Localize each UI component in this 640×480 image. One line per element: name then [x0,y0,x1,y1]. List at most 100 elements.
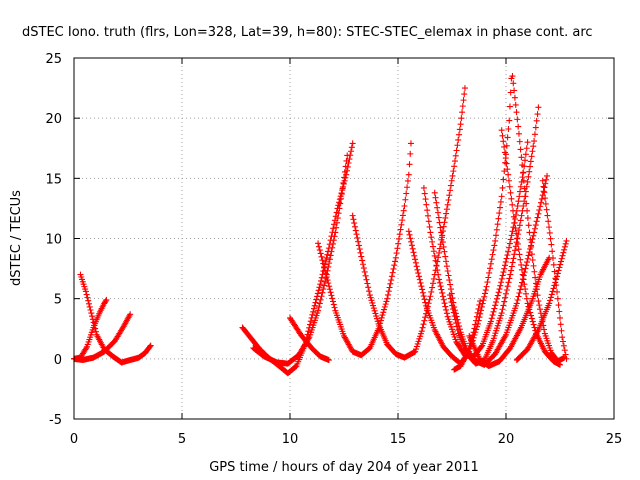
data-point [480,297,487,304]
data-point [450,309,457,316]
data-point [373,313,380,320]
data-point [399,212,406,219]
data-point [453,147,460,154]
data-point [536,207,543,214]
data-point [546,300,553,307]
data-point [388,273,395,280]
data-point [414,340,421,347]
data-point [491,242,498,249]
data-point [486,269,493,276]
data-point [506,240,513,247]
data-point [332,229,339,236]
data-point [515,198,522,205]
data-point [315,307,322,314]
data-point [508,263,515,270]
data-point [86,303,93,310]
y-tick-label: 15 [45,172,62,187]
data-point [439,289,446,296]
data-point [440,223,447,230]
data-point [544,212,551,219]
data-point [415,270,422,277]
data-point [556,264,563,271]
data-point [504,283,511,290]
data-point [505,177,512,184]
data-point [127,311,134,318]
data-point [405,171,412,178]
data-point [533,218,540,225]
data-point [437,283,444,290]
data-point [90,319,97,326]
data-point [525,222,532,229]
data-point [447,182,454,189]
data-point [497,282,504,289]
data-point [529,148,536,155]
data-point [497,198,504,205]
data-point [315,240,322,247]
data-point [350,216,357,223]
data-point [547,235,554,242]
data-point [447,281,454,288]
data-point [485,274,492,281]
data-point [515,293,522,300]
data-point [514,240,521,247]
data-point [363,276,370,283]
data-point [429,280,436,287]
data-point [503,160,510,167]
data-point [498,193,505,200]
data-point [563,237,570,244]
data-point [534,111,541,118]
data-point [443,310,450,317]
tick-labels: 0 5 10 15 20 25 -5 0 5 10 15 20 25 [45,52,622,447]
data-point [390,265,397,272]
data-point [323,274,330,281]
data-point [384,295,391,302]
data-point [505,279,512,286]
data-point [426,296,433,303]
data-point [394,245,401,252]
data-point [84,294,91,301]
data-point [498,275,505,282]
data-point [405,228,412,235]
data-point [356,246,363,253]
data-point [432,194,439,201]
data-point [507,189,514,196]
data-point [555,267,562,274]
data-point [92,325,99,332]
data-point [338,195,345,202]
data-point [522,265,529,272]
data-point [560,249,567,256]
data-point [553,273,560,280]
data-point [374,318,381,325]
data-point [443,263,450,270]
data-point [454,142,461,149]
x-tick-label: 25 [606,432,623,447]
data-point [402,196,409,203]
data-point [423,201,430,208]
data-point [418,283,425,290]
data-point [385,288,392,295]
data-point [451,313,458,320]
data-point [549,248,556,255]
data-point [474,320,481,327]
data-point [330,240,337,247]
data-point [87,307,94,314]
data-point [413,343,420,350]
data-point [318,293,325,300]
data-point [442,214,449,221]
data-point [518,283,525,290]
data-point [495,289,502,296]
data-point [497,204,504,211]
data-point [516,138,523,145]
data-point [349,140,356,147]
data-point [503,142,510,149]
data-point [419,286,426,293]
data-point [488,256,495,263]
data-point [547,294,554,301]
data-point [435,214,442,221]
data-point [348,144,355,151]
data-point [423,310,430,317]
data-point [461,85,468,92]
x-tick-label: 10 [282,432,299,447]
data-point [516,222,523,229]
